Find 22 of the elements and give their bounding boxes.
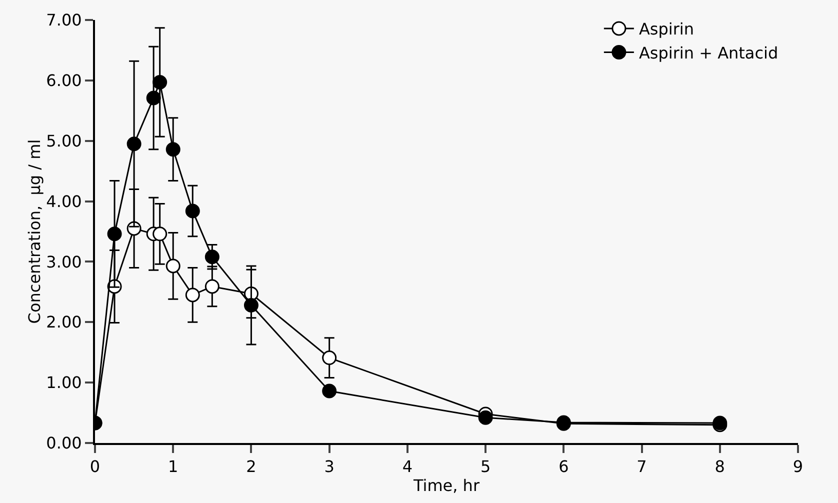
x-axis-title: Time, hr — [412, 476, 480, 496]
y-tick-label: 0.00 — [46, 434, 82, 453]
legend-label: Aspirin + Antacid — [638, 43, 778, 62]
y-tick-label: 2.00 — [46, 312, 82, 332]
x-tick-label: 1 — [168, 457, 178, 476]
y-tick-label: 7.00 — [46, 10, 82, 30]
y-tick-label: 3.00 — [46, 252, 82, 272]
y-tick-label: 5.00 — [46, 131, 82, 150]
y-tick-label: 6.00 — [46, 71, 82, 90]
x-tick-label: 5 — [480, 457, 491, 476]
x-tick-label: 0 — [90, 457, 100, 476]
legend-label: Aspirin — [638, 20, 694, 39]
x-tick-label: 2 — [246, 457, 256, 476]
y-tick-label: 4.00 — [46, 192, 82, 211]
x-tick-label: 6 — [558, 457, 569, 476]
x-tick-label: 7 — [636, 457, 647, 476]
x-tick-label: 8 — [714, 457, 725, 476]
x-tick-label: 4 — [402, 457, 413, 476]
y-tick-label: 1.00 — [46, 373, 82, 392]
y-axis-title: Concentration, μg / ml — [25, 139, 44, 324]
x-tick-label: 3 — [324, 457, 334, 476]
x-tick-label: 9 — [792, 457, 804, 476]
